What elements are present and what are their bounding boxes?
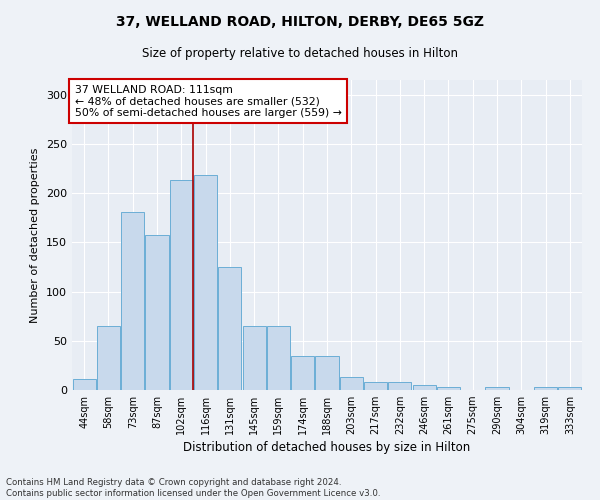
Bar	[413, 385, 436, 390]
Text: Contains HM Land Registry data © Crown copyright and database right 2024.
Contai: Contains HM Land Registry data © Crown c…	[6, 478, 380, 498]
Bar	[388, 382, 412, 390]
Bar	[242, 326, 266, 390]
Bar	[170, 180, 193, 390]
Bar	[97, 326, 120, 390]
Bar	[291, 356, 314, 390]
Bar	[121, 212, 144, 390]
Bar	[316, 356, 338, 390]
Bar	[485, 387, 509, 390]
Bar	[218, 267, 241, 390]
Text: Size of property relative to detached houses in Hilton: Size of property relative to detached ho…	[142, 48, 458, 60]
Bar	[534, 387, 557, 390]
Bar	[437, 387, 460, 390]
Y-axis label: Number of detached properties: Number of detached properties	[31, 148, 40, 322]
Bar	[340, 377, 363, 390]
Bar	[145, 234, 169, 390]
X-axis label: Distribution of detached houses by size in Hilton: Distribution of detached houses by size …	[184, 442, 470, 454]
Bar	[267, 326, 290, 390]
Text: 37, WELLAND ROAD, HILTON, DERBY, DE65 5GZ: 37, WELLAND ROAD, HILTON, DERBY, DE65 5G…	[116, 15, 484, 29]
Bar	[559, 387, 581, 390]
Text: 37 WELLAND ROAD: 111sqm
← 48% of detached houses are smaller (532)
50% of semi-d: 37 WELLAND ROAD: 111sqm ← 48% of detache…	[74, 84, 341, 118]
Bar	[364, 382, 387, 390]
Bar	[194, 176, 217, 390]
Bar	[73, 379, 95, 390]
